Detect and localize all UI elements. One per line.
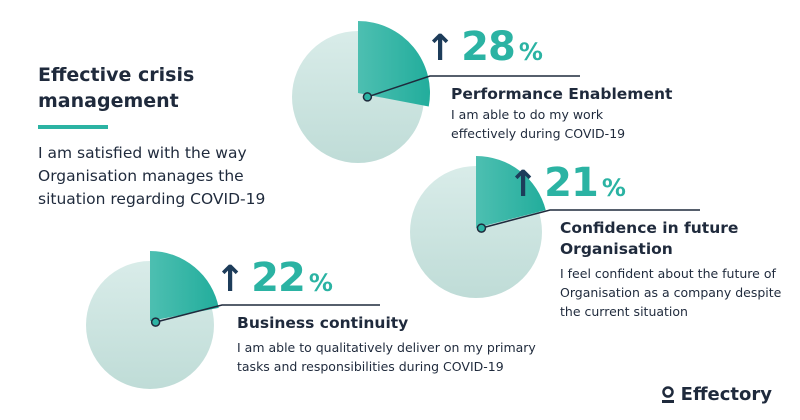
pie-slice: [150, 251, 219, 321]
leader-dot: [150, 317, 161, 327]
stat-block-confidence: ↑ 21% Confidence in future Organisation I…: [508, 160, 790, 321]
page-subtitle: I am satisfied with the way Organisation…: [38, 144, 266, 208]
stat-title: Performance Enablement: [451, 85, 673, 103]
leader-dot: [476, 223, 487, 233]
stat-title: Business continuity: [237, 314, 409, 332]
page-title: Effective crisis management: [38, 64, 195, 112]
arrow-up-icon: ↑: [215, 259, 246, 300]
title-underline: [38, 125, 108, 129]
percent-value: 22%: [251, 255, 333, 301]
effectory-logo: Effectory: [661, 384, 772, 405]
stat-block-performance: ↑ 28% Performance Enablement I am able to…: [425, 24, 672, 143]
stat-description: I am able to qualitatively deliver on my…: [237, 340, 536, 374]
percent-value: 28%: [461, 24, 543, 70]
stat-description: I am able to do my work effectively duri…: [451, 107, 626, 141]
percent-value: 21%: [544, 160, 626, 206]
pie-slice: [358, 21, 430, 107]
leader-line: [481, 209, 700, 229]
logo-text: Effectory: [680, 384, 772, 405]
stat-description: I feel confident about the future of Org…: [560, 266, 782, 319]
leader-line: [155, 304, 380, 323]
arrow-up-icon: ↑: [508, 164, 539, 205]
stat-block-continuity: ↑ 22% Business continuity I am able to qu…: [215, 255, 567, 376]
leader-dot: [362, 92, 373, 102]
person-pin-icon: [661, 385, 674, 403]
stat-title: Confidence in future Organisation: [560, 219, 739, 258]
arrow-up-icon: ↑: [425, 28, 456, 69]
leader-line: [367, 75, 580, 98]
pie-slice: [476, 156, 546, 228]
